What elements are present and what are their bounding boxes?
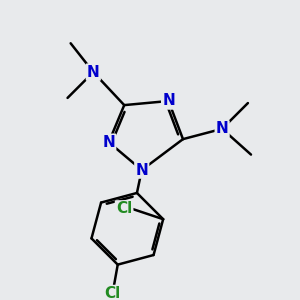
Text: N: N xyxy=(135,163,148,178)
Text: N: N xyxy=(162,94,175,109)
Text: Cl: Cl xyxy=(104,286,121,300)
Text: N: N xyxy=(87,64,100,80)
Text: N: N xyxy=(102,135,115,150)
Text: N: N xyxy=(216,121,229,136)
Text: Cl: Cl xyxy=(116,201,132,216)
